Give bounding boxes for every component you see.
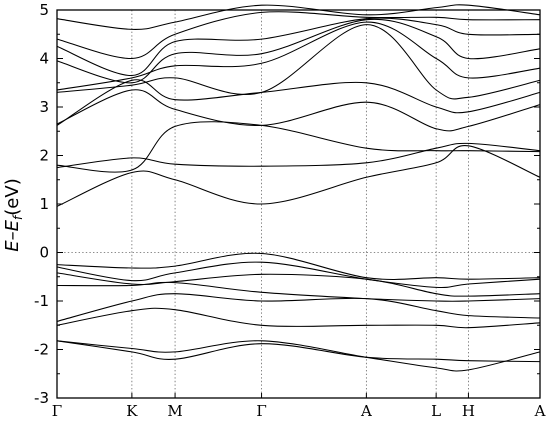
y-tick-label: 1 bbox=[39, 195, 49, 213]
band-line bbox=[56, 281, 541, 302]
band-line bbox=[56, 4, 541, 30]
y-tick-label: 4 bbox=[39, 50, 49, 68]
band-line bbox=[56, 340, 541, 372]
band-line bbox=[56, 252, 541, 281]
x-tick-label: A bbox=[534, 402, 546, 420]
y-tick-label: -2 bbox=[34, 341, 49, 359]
plot-frame bbox=[56, 9, 541, 399]
x-tick-label: Γ bbox=[52, 402, 62, 420]
band-line bbox=[56, 142, 541, 169]
y-tick-label: -3 bbox=[34, 389, 49, 407]
band-lines bbox=[56, 4, 541, 372]
grid-guides bbox=[57, 10, 540, 398]
band-line bbox=[56, 21, 541, 91]
y-tick-label: 2 bbox=[39, 147, 49, 165]
band-line bbox=[56, 17, 541, 77]
x-tick-label: L bbox=[431, 402, 441, 420]
band-line bbox=[56, 293, 541, 322]
y-tick-label: 3 bbox=[39, 98, 49, 116]
y-axis-label-unit: (eV) bbox=[2, 178, 23, 215]
x-tick-label: Γ bbox=[256, 402, 266, 420]
y-axis-label-subscript: f bbox=[11, 214, 25, 220]
band-line bbox=[56, 121, 541, 173]
band-line bbox=[56, 145, 541, 207]
x-tick-label: H bbox=[462, 402, 475, 420]
y-tick-label: -1 bbox=[34, 292, 49, 310]
band-line bbox=[56, 261, 541, 289]
band-line bbox=[56, 340, 541, 363]
band-line bbox=[56, 18, 541, 84]
y-axis: -3 -2 -1 0 1 2 3 4 5 bbox=[34, 1, 540, 407]
y-tick-label: 0 bbox=[39, 244, 49, 262]
band-line bbox=[56, 89, 541, 132]
y-tick-label: 5 bbox=[39, 1, 49, 19]
y-axis-label: E–Ef(eV) bbox=[2, 178, 25, 251]
band-line bbox=[56, 79, 541, 126]
band-line bbox=[56, 24, 541, 100]
band-line bbox=[56, 307, 541, 329]
band-line bbox=[56, 11, 541, 60]
x-tick-label: K bbox=[126, 402, 138, 420]
x-tick-label: A bbox=[360, 402, 372, 420]
x-tick-label: M bbox=[167, 402, 182, 420]
y-axis-label-main: E–E bbox=[2, 219, 23, 251]
band-line bbox=[56, 272, 541, 297]
